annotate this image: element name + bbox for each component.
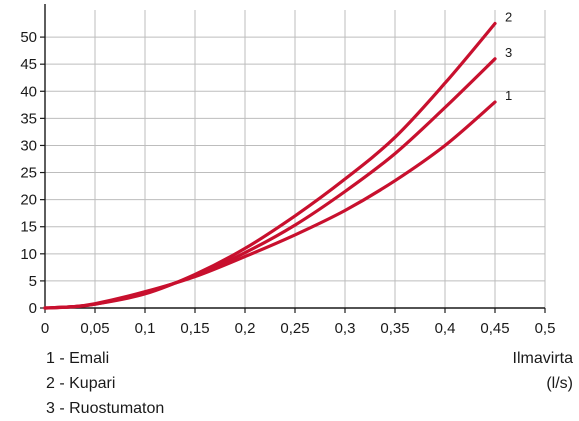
tick-labels: 0 0,05 0,1 0,15 0,2 0,25 0,3 0,35 0,4 0,45 0,5 0 5 10… <box>20 29 555 337</box>
x-tick-label: 0,05 <box>80 320 109 337</box>
x-tick-label: 0,25 <box>280 320 309 337</box>
legend-item-kupari: 2 - Kupari <box>46 375 116 392</box>
y-tick-label: 40 <box>20 83 37 100</box>
x-axis-title-line1: Ilmavirta <box>512 350 573 367</box>
y-tick-label: 20 <box>20 192 37 209</box>
y-tick-label: 45 <box>20 56 37 73</box>
axes <box>40 4 546 313</box>
y-tick-label: 10 <box>20 246 37 263</box>
curve-1 <box>43 100 497 310</box>
y-tick-label: 30 <box>20 137 37 154</box>
x-tick-label: 0,3 <box>335 320 356 337</box>
y-tick-label: 15 <box>20 219 37 236</box>
curve-2 <box>43 21 497 310</box>
legend-item-emali: 1 - Emali <box>46 350 110 367</box>
x-axis-title-line2: (l/s) <box>546 375 573 392</box>
x-tick-label: 0,2 <box>235 320 256 337</box>
legend: 1 - Emali 2 - Kupari 3 - Ruostumaton <box>46 346 164 421</box>
x-tick-label: 0,35 <box>380 320 409 337</box>
x-axis-title: Ilmavirta (l/s) <box>513 346 573 396</box>
curve-label-2: 2 <box>505 10 512 25</box>
curve-label-1: 1 <box>505 88 512 103</box>
curve-label-3: 3 <box>505 45 512 60</box>
x-tick-label: 0,5 <box>535 320 556 337</box>
y-tick-label: 35 <box>20 110 37 127</box>
x-tick-label: 0,4 <box>435 320 456 337</box>
x-tick-label: 0,1 <box>135 320 156 337</box>
y-tick-label: 25 <box>20 165 37 182</box>
curves: 1 2 3 <box>43 10 512 310</box>
x-tick-label: 0,15 <box>180 320 209 337</box>
x-tick-label: 0,45 <box>480 320 509 337</box>
y-tick-label: 50 <box>20 29 37 46</box>
legend-item-ruostumaton: 3 - Ruostumaton <box>46 400 165 417</box>
curve-3 <box>43 57 497 310</box>
x-tick-label: 0 <box>41 320 49 337</box>
y-tick-label: 5 <box>29 273 37 290</box>
y-tick-label: 0 <box>29 300 37 317</box>
